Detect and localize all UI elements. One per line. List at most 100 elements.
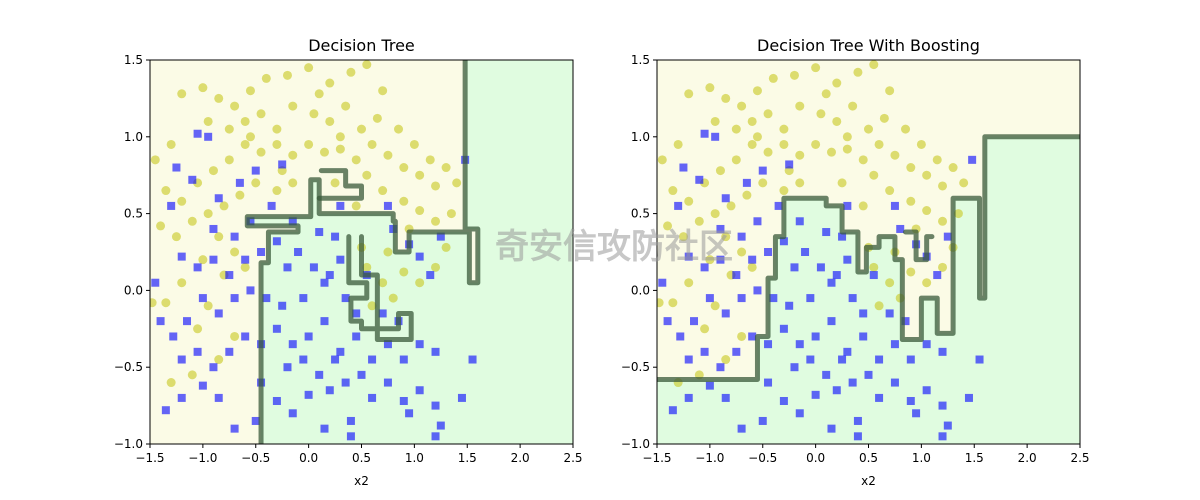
class1-point — [299, 294, 308, 303]
class0-point — [842, 144, 852, 154]
class1-point — [336, 201, 345, 210]
class1-point — [785, 301, 794, 310]
class1-point — [283, 363, 292, 372]
x-tick-label: 0.5 — [352, 451, 371, 465]
class0-point — [694, 216, 704, 226]
class1-point — [167, 201, 176, 210]
class0-point — [441, 242, 451, 252]
class0-point — [700, 324, 710, 334]
class0-point — [673, 139, 683, 149]
class1-point — [169, 332, 178, 341]
class1-point — [151, 278, 160, 287]
class0-point — [214, 232, 224, 242]
class0-point — [832, 116, 842, 126]
class0-point — [885, 86, 895, 96]
y-tick-label: −0.5 — [114, 360, 143, 374]
class0-point — [710, 301, 720, 311]
class1-point — [193, 347, 202, 356]
class1-point — [769, 294, 778, 303]
x-tick-label: −1.5 — [642, 451, 671, 465]
class0-point — [441, 163, 451, 173]
class0-point — [335, 144, 345, 154]
class0-point — [203, 209, 213, 219]
class0-point — [657, 298, 664, 308]
class1-point — [235, 178, 244, 187]
class1-point — [209, 224, 218, 233]
class1-point — [188, 175, 197, 184]
x-axis-label: x2 — [354, 474, 369, 488]
class1-point — [325, 271, 334, 280]
class1-point — [832, 271, 841, 280]
x-tick-label: −1.0 — [695, 451, 724, 465]
class0-point — [922, 278, 932, 288]
class0-point — [230, 331, 240, 341]
class0-point — [314, 89, 324, 99]
class0-point — [431, 216, 441, 226]
class1-point — [922, 386, 931, 395]
class1-point — [684, 252, 693, 261]
x-tick-label: 1.5 — [965, 451, 984, 465]
class0-point — [399, 196, 409, 206]
class0-point — [399, 267, 409, 277]
class1-point — [315, 228, 324, 237]
chart-panel-decision-tree: −1.5 −1.0 −0.5 0.0 0.5 1.0 1.5 2.0 2.5−1.0−0.50.… — [114, 36, 583, 488]
chart-title: Decision Tree — [308, 36, 415, 55]
class0-point — [362, 60, 372, 70]
class1-point — [869, 271, 878, 280]
class1-point — [304, 332, 313, 341]
class0-point — [383, 247, 393, 257]
class0-point — [885, 186, 895, 196]
class0-point — [768, 73, 778, 83]
class0-point — [795, 101, 805, 111]
class1-point — [700, 129, 709, 138]
class0-point — [288, 150, 298, 160]
class1-point — [262, 294, 271, 303]
class1-point — [827, 317, 836, 326]
class1-point — [795, 217, 804, 226]
class1-point — [838, 355, 847, 364]
chart-title: Decision Tree With Boosting — [757, 36, 980, 55]
class1-point — [843, 347, 852, 356]
data-points — [150, 60, 477, 441]
class0-point — [446, 209, 456, 219]
class1-point — [193, 129, 202, 138]
class1-point — [241, 332, 250, 341]
class0-point — [826, 147, 836, 157]
class1-point — [732, 347, 741, 356]
decision-boundary — [346, 234, 414, 343]
class0-point — [452, 178, 462, 188]
class0-point — [779, 124, 789, 134]
class0-point — [150, 155, 160, 165]
class1-point — [795, 409, 804, 418]
class1-point — [341, 378, 350, 387]
class0-point — [901, 124, 911, 134]
class1-point — [758, 416, 767, 425]
class1-point — [246, 286, 255, 295]
class1-point — [906, 355, 915, 364]
class0-point — [319, 147, 329, 157]
y-tick-label: 0.5 — [124, 207, 143, 221]
x-tick-label: 0.0 — [299, 451, 318, 465]
class1-point — [225, 347, 234, 356]
class0-point — [874, 301, 884, 311]
class1-point — [721, 309, 730, 318]
class1-point — [663, 317, 672, 326]
class0-point — [731, 155, 741, 165]
class1-point — [378, 309, 387, 318]
class1-point — [801, 248, 810, 256]
y-tick-label: 1.0 — [124, 130, 143, 144]
class0-point — [330, 178, 340, 188]
class1-point — [368, 355, 377, 364]
class0-point — [779, 139, 789, 149]
class1-point — [790, 363, 799, 372]
class1-point — [779, 237, 788, 246]
class0-point — [858, 155, 868, 165]
class1-point — [901, 317, 910, 326]
class0-point — [304, 139, 314, 149]
class1-point — [853, 432, 862, 441]
class0-point — [288, 178, 298, 188]
class1-point — [906, 396, 915, 405]
x-tick-label: −0.5 — [748, 451, 777, 465]
class0-point — [721, 93, 731, 103]
watermark-text: 奇安信攻防社区 — [495, 227, 733, 267]
